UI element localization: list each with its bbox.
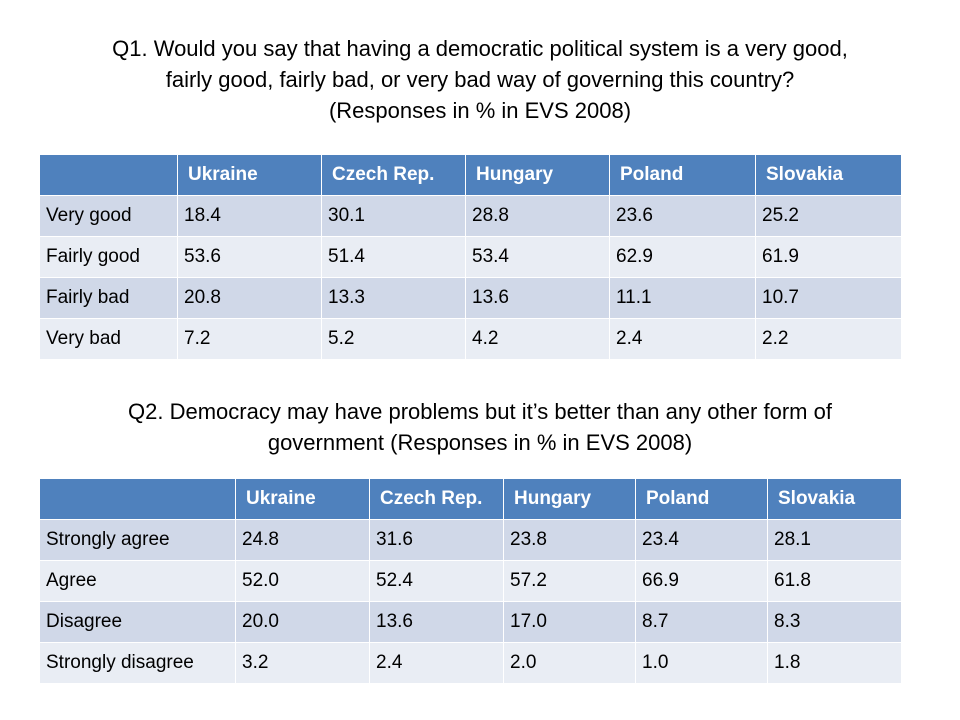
q1-title-line: (Responses in % in EVS 2008) <box>328 98 632 123</box>
table-cell: 31.6 <box>369 519 504 561</box>
table-header-row: Ukraine Czech Rep. Hungary Poland Slovak… <box>39 154 902 196</box>
table-cell: 13.6 <box>369 601 504 643</box>
row-label: Very good <box>39 195 178 237</box>
column-header: Czech Rep. <box>321 154 466 196</box>
table-cell: 24.8 <box>235 519 370 561</box>
table-cell: 62.9 <box>609 236 756 278</box>
column-header: Czech Rep. <box>369 478 504 520</box>
table-cell: 18.4 <box>177 195 322 237</box>
column-header: Slovakia <box>755 154 902 196</box>
table-row: Disagree 20.0 13.6 17.0 8.7 8.3 <box>39 601 902 643</box>
table-cell: 53.6 <box>177 236 322 278</box>
table-cell: 57.2 <box>503 560 636 602</box>
q1-table: Ukraine Czech Rep. Hungary Poland Slovak… <box>39 154 902 360</box>
table-cell: 53.4 <box>465 236 610 278</box>
row-label: Strongly disagree <box>39 642 236 684</box>
row-label: Fairly bad <box>39 277 178 319</box>
table-cell: 23.4 <box>635 519 768 561</box>
table-row: Strongly disagree 3.2 2.4 2.0 1.0 1.8 <box>39 642 902 684</box>
column-header: Hungary <box>465 154 610 196</box>
table-cell: 8.3 <box>767 601 902 643</box>
column-header: Hungary <box>503 478 636 520</box>
column-header: Ukraine <box>235 478 370 520</box>
row-label: Very bad <box>39 318 178 360</box>
column-header <box>39 478 236 520</box>
table-cell: 13.6 <box>465 277 610 319</box>
table-cell: 20.0 <box>235 601 370 643</box>
q2-title-line: government (Responses in % in EVS 2008) <box>267 430 693 455</box>
table-row: Very good 18.4 30.1 28.8 23.6 25.2 <box>39 195 902 237</box>
table-cell: 25.2 <box>755 195 902 237</box>
q1-title-line: fairly good, fairly bad, or very bad way… <box>165 67 795 92</box>
table-cell: 8.7 <box>635 601 768 643</box>
q1-title-line: Q1. Would you say that having a democrat… <box>112 36 848 61</box>
table-cell: 3.2 <box>235 642 370 684</box>
table-cell: 61.8 <box>767 560 902 602</box>
table-cell: 2.4 <box>369 642 504 684</box>
column-header <box>39 154 178 196</box>
table-cell: 23.6 <box>609 195 756 237</box>
q2-table: Ukraine Czech Rep. Hungary Poland Slovak… <box>39 478 902 684</box>
q2-title-line: Q2. Democracy may have problems but it’s… <box>128 399 832 424</box>
column-header: Ukraine <box>177 154 322 196</box>
table-cell: 51.4 <box>321 236 466 278</box>
table-row: Fairly bad 20.8 13.3 13.6 11.1 10.7 <box>39 277 902 319</box>
table-cell: 1.8 <box>767 642 902 684</box>
table-cell: 61.9 <box>755 236 902 278</box>
table-cell: 28.1 <box>767 519 902 561</box>
q1-title: Q1. Would you say that having a democrat… <box>0 33 960 126</box>
table-cell: 2.0 <box>503 642 636 684</box>
q2-title: Q2. Democracy may have problems but it’s… <box>0 396 960 458</box>
row-label: Agree <box>39 560 236 602</box>
table-cell: 5.2 <box>321 318 466 360</box>
table-cell: 11.1 <box>609 277 756 319</box>
table-row: Fairly good 53.6 51.4 53.4 62.9 61.9 <box>39 236 902 278</box>
table-cell: 52.0 <box>235 560 370 602</box>
table-cell: 20.8 <box>177 277 322 319</box>
table-row: Agree 52.0 52.4 57.2 66.9 61.8 <box>39 560 902 602</box>
table-cell: 2.2 <box>755 318 902 360</box>
table-cell: 2.4 <box>609 318 756 360</box>
table-cell: 28.8 <box>465 195 610 237</box>
table-cell: 13.3 <box>321 277 466 319</box>
row-label: Strongly agree <box>39 519 236 561</box>
table-cell: 7.2 <box>177 318 322 360</box>
table-row: Very bad 7.2 5.2 4.2 2.4 2.2 <box>39 318 902 360</box>
column-header: Slovakia <box>767 478 902 520</box>
row-label: Disagree <box>39 601 236 643</box>
table-header-row: Ukraine Czech Rep. Hungary Poland Slovak… <box>39 478 902 520</box>
row-label: Fairly good <box>39 236 178 278</box>
table-cell: 17.0 <box>503 601 636 643</box>
table-cell: 52.4 <box>369 560 504 602</box>
table-cell: 1.0 <box>635 642 768 684</box>
table-cell: 30.1 <box>321 195 466 237</box>
table-cell: 10.7 <box>755 277 902 319</box>
table-cell: 4.2 <box>465 318 610 360</box>
table-row: Strongly agree 24.8 31.6 23.8 23.4 28.1 <box>39 519 902 561</box>
column-header: Poland <box>635 478 768 520</box>
table-cell: 66.9 <box>635 560 768 602</box>
column-header: Poland <box>609 154 756 196</box>
table-cell: 23.8 <box>503 519 636 561</box>
